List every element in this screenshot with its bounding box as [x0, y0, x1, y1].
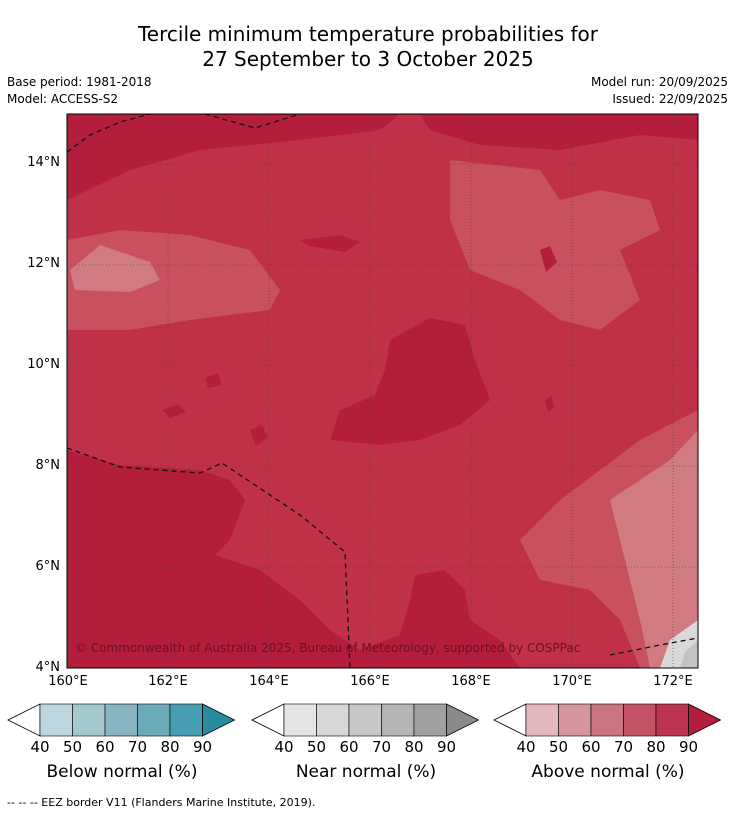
legend-below-label: Below normal (%): [46, 762, 198, 782]
map-area: [67, 114, 698, 668]
legend-near-label: Near normal (%): [295, 762, 437, 782]
legend-above-segment: [558, 703, 592, 737]
lon-tick: 168°E: [451, 674, 491, 689]
lon-tick: 160°E: [48, 674, 88, 689]
map-frame: [66, 113, 699, 669]
legend-near-tick: 60: [339, 738, 358, 756]
legend-near-tick: 40: [274, 738, 293, 756]
region-above-90-northeast: [420, 114, 698, 150]
legend-below-tick: 70: [128, 738, 147, 756]
legend-below-tick: 60: [95, 738, 114, 756]
legend-near-low-arrow: [251, 703, 285, 737]
model-run: Model run: 20/09/2025: [590, 75, 728, 89]
legend-near-segment: [283, 703, 317, 737]
base-period: Base period: 1981-2018: [7, 75, 152, 89]
region-above-70-northeast: [450, 160, 660, 330]
lon-tick: 164°E: [249, 674, 289, 689]
legend-near-segment: [413, 703, 447, 737]
legend-near-segment: [381, 703, 415, 737]
legend-below-segment: [72, 703, 106, 737]
lat-tick: 4°N: [35, 660, 61, 675]
title-line-2: 27 September to 3 October 2025: [202, 47, 534, 71]
lon-tick: 166°E: [350, 674, 390, 689]
legend-above-tick: 60: [581, 738, 600, 756]
eez-footnote: -- -- -- EEZ border V11 (Flanders Marine…: [7, 796, 316, 809]
legend-above-segment: [655, 703, 689, 737]
chart-title: Tercile minimum temperature probabilitie…: [0, 22, 736, 72]
copyright-notice: © Commonwealth of Australia 2025, Bureau…: [75, 641, 581, 655]
legend-colorbars: 40 50 60 70 80 90 40 50 60 70 80 90 40 50 60 70 80 90: [7, 703, 722, 756]
legend-above-high-arrow: [688, 703, 722, 737]
issued-date: Issued: 22/09/2025: [612, 92, 728, 106]
legend-near-tick: 80: [404, 738, 423, 756]
legend-below-tick: 50: [63, 738, 82, 756]
lat-tick: 14°N: [27, 155, 60, 170]
meta-left: Base period: 1981-2018 Model: ACCESS-S2: [7, 74, 152, 108]
legend-below-low-arrow: [7, 703, 41, 737]
legend-above-segment: [623, 703, 657, 737]
blob-2: [205, 373, 222, 388]
legend-below-segment: [169, 703, 203, 737]
legend-near-tick: 50: [307, 738, 326, 756]
legend-below-tick: 40: [30, 738, 49, 756]
legend-near-tick: 70: [372, 738, 391, 756]
legend-below-high-arrow: [202, 703, 236, 737]
lon-tick: 162°E: [148, 674, 188, 689]
legend-near-high-arrow: [446, 703, 480, 737]
lat-tick: 6°N: [35, 559, 61, 574]
region-near-normal-dark: [680, 640, 698, 668]
legend-above-tick: 80: [646, 738, 665, 756]
lon-tick: 172°E: [653, 674, 693, 689]
legend-below-tick: 90: [193, 738, 212, 756]
lon-tick: 170°E: [552, 674, 592, 689]
region-above-60-southeast: [610, 430, 698, 668]
eez-borders: [67, 114, 698, 668]
region-above-90-north: [67, 114, 400, 200]
lat-tick: 10°N: [27, 357, 60, 372]
meta-right: Model run: 20/09/2025 Issued: 22/09/2025: [591, 74, 728, 108]
region-above-60-west: [70, 245, 160, 292]
legend-near-segment: [316, 703, 350, 737]
region-above-90-southwest: [67, 450, 520, 668]
graticule: [67, 114, 698, 668]
legend-above-tick: 70: [614, 738, 633, 756]
legend-near-tick: 90: [437, 738, 456, 756]
legend-below-segment: [137, 703, 171, 737]
legend-above-segment: [525, 703, 559, 737]
legend-near-segment: [348, 703, 382, 737]
model-name: Model: ACCESS-S2: [7, 92, 119, 106]
blob-4: [250, 425, 268, 446]
legend-above-tick: 40: [516, 738, 535, 756]
title-line-1: Tercile minimum temperature probabilitie…: [137, 22, 599, 46]
probability-map: [66, 113, 699, 669]
lat-tick: 12°N: [27, 256, 60, 271]
blob-1: [300, 235, 360, 252]
legend-above-tick: 90: [679, 738, 698, 756]
region-above-90-central: [330, 318, 490, 445]
legend-below-tick: 80: [160, 738, 179, 756]
blob-5: [540, 246, 557, 272]
legend-below-segment: [104, 703, 138, 737]
legend-above-segment: [590, 703, 624, 737]
legend-above-low-arrow: [493, 703, 527, 737]
legend-above-tick: 50: [549, 738, 568, 756]
legend-below-segment: [39, 703, 73, 737]
blob-6: [545, 396, 554, 412]
lat-tick: 8°N: [35, 458, 61, 473]
legend-above-label: Above normal (%): [531, 762, 685, 782]
